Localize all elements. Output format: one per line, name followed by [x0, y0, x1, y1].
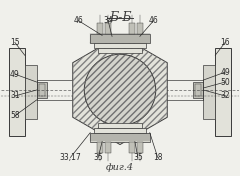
Bar: [37, 82, 47, 98]
Bar: [195, 84, 201, 96]
Text: 16: 16: [220, 38, 230, 47]
Text: 34: 34: [103, 16, 113, 25]
Bar: [193, 82, 203, 98]
Circle shape: [84, 54, 156, 126]
Bar: [215, 48, 231, 136]
Bar: [105, 142, 111, 153]
Text: Б-Б: Б-Б: [109, 11, 131, 24]
Bar: [203, 65, 215, 119]
Bar: [105, 23, 111, 34]
Bar: [98, 48, 142, 53]
Text: 35: 35: [133, 153, 143, 162]
Bar: [39, 84, 45, 96]
Text: 46: 46: [73, 16, 83, 25]
Bar: [97, 23, 103, 34]
Text: 31: 31: [10, 92, 20, 100]
Bar: [90, 133, 150, 142]
Bar: [137, 23, 143, 34]
Bar: [25, 65, 37, 119]
Text: 49: 49: [10, 70, 20, 79]
Text: 35: 35: [93, 153, 103, 162]
Text: 50: 50: [220, 78, 230, 87]
Bar: [94, 43, 146, 48]
Bar: [129, 23, 135, 34]
Bar: [90, 34, 150, 43]
Bar: [129, 142, 135, 153]
Text: 18: 18: [153, 153, 162, 162]
Text: 33,17: 33,17: [60, 153, 81, 162]
Bar: [97, 142, 103, 153]
Polygon shape: [73, 35, 167, 144]
Bar: [94, 128, 146, 133]
Text: 58: 58: [10, 111, 20, 120]
Text: фиг.4: фиг.4: [106, 163, 134, 172]
Text: 32: 32: [220, 92, 230, 100]
Text: 15: 15: [10, 38, 20, 47]
Bar: [137, 142, 143, 153]
Bar: [98, 123, 142, 128]
Text: 46: 46: [149, 16, 159, 25]
Text: 49: 49: [220, 68, 230, 77]
Bar: [9, 48, 25, 136]
